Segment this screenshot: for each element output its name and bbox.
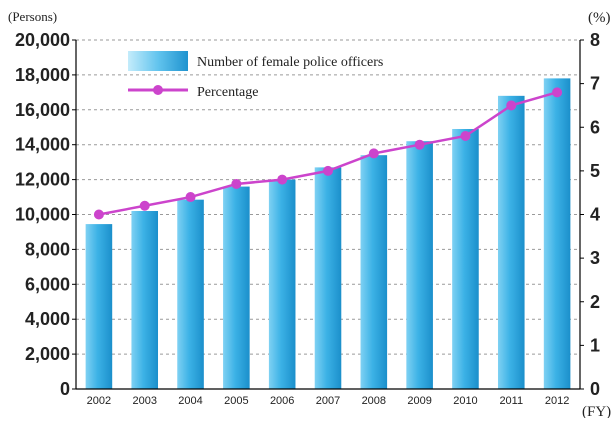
- x-tick-label: 2006: [270, 395, 294, 407]
- left-tick-label: 10,000: [15, 205, 70, 225]
- left-tick-label: 8,000: [25, 239, 70, 259]
- x-tick-label: 2005: [224, 395, 248, 407]
- left-tick-label: 20,000: [15, 30, 70, 50]
- legend-bar-label: Number of female police officers: [197, 55, 383, 70]
- x-tick-label: 2003: [132, 395, 156, 407]
- left-tick-label: 0: [60, 379, 70, 399]
- percentage-point: [460, 130, 471, 141]
- percentage-point: [93, 209, 104, 220]
- x-axis-unit-label: (FY): [582, 404, 611, 418]
- legend-bar-swatch: [128, 51, 188, 71]
- bar: [131, 211, 159, 389]
- x-tick-label: 2009: [407, 395, 431, 407]
- x-tick-label: 2002: [87, 395, 111, 407]
- bar: [406, 141, 433, 389]
- percentage-point: [185, 192, 196, 203]
- right-tick-label: 1: [590, 335, 600, 355]
- left-tick-label: 4,000: [25, 309, 70, 329]
- bar: [223, 186, 250, 389]
- x-tick-label: 2004: [178, 395, 202, 407]
- left-tick-label: 14,000: [15, 135, 70, 155]
- x-tick-label: 2008: [362, 395, 386, 407]
- percentage-line-series: [93, 87, 563, 220]
- left-tick-label: 18,000: [15, 65, 70, 85]
- bar: [268, 179, 296, 389]
- legend-line-label: Percentage: [197, 85, 258, 100]
- left-tick-label: 16,000: [15, 100, 70, 120]
- percentage-point: [277, 174, 288, 185]
- bar: [452, 128, 479, 389]
- right-axis-unit-label: (%): [588, 10, 611, 26]
- right-tick-label: 0: [590, 379, 600, 399]
- right-tick-label: 8: [590, 30, 600, 50]
- percentage-point: [552, 87, 563, 98]
- right-tick-label: 4: [590, 205, 600, 225]
- x-tick-label: 2007: [316, 395, 340, 407]
- percentage-point: [323, 165, 333, 176]
- right-tick-label: 6: [590, 117, 600, 137]
- axes: 0 2,000 4,000 6,000 8,000 10,000 12,000 14,000 1…: [15, 30, 600, 407]
- right-tick-label: 7: [590, 74, 600, 94]
- bar-series: [85, 78, 571, 389]
- left-tick-label: 12,000: [15, 170, 70, 190]
- right-tick-label: 5: [590, 161, 600, 181]
- legend: Number of female police officers Percent…: [128, 51, 383, 100]
- bar: [177, 199, 204, 389]
- right-tick-label: 2: [590, 292, 600, 312]
- bar: [543, 78, 571, 389]
- bar: [360, 155, 388, 389]
- bar: [497, 95, 525, 389]
- x-tick-label: 2011: [499, 395, 523, 407]
- percentage-point: [368, 148, 379, 159]
- percentage-point: [231, 178, 242, 189]
- x-tick-label: 2012: [545, 395, 569, 407]
- legend-line-marker: [153, 85, 163, 95]
- left-tick-label: 6,000: [25, 274, 70, 294]
- bar: [85, 224, 113, 389]
- percentage-point: [414, 139, 425, 150]
- bar: [314, 167, 342, 389]
- right-tick-label: 3: [590, 248, 600, 268]
- left-tick-label: 2,000: [25, 344, 70, 364]
- x-tick-label: 2010: [453, 395, 477, 407]
- percentage-point: [506, 100, 517, 111]
- percentage-point: [139, 200, 150, 211]
- left-axis-unit-label: (Persons): [8, 9, 57, 24]
